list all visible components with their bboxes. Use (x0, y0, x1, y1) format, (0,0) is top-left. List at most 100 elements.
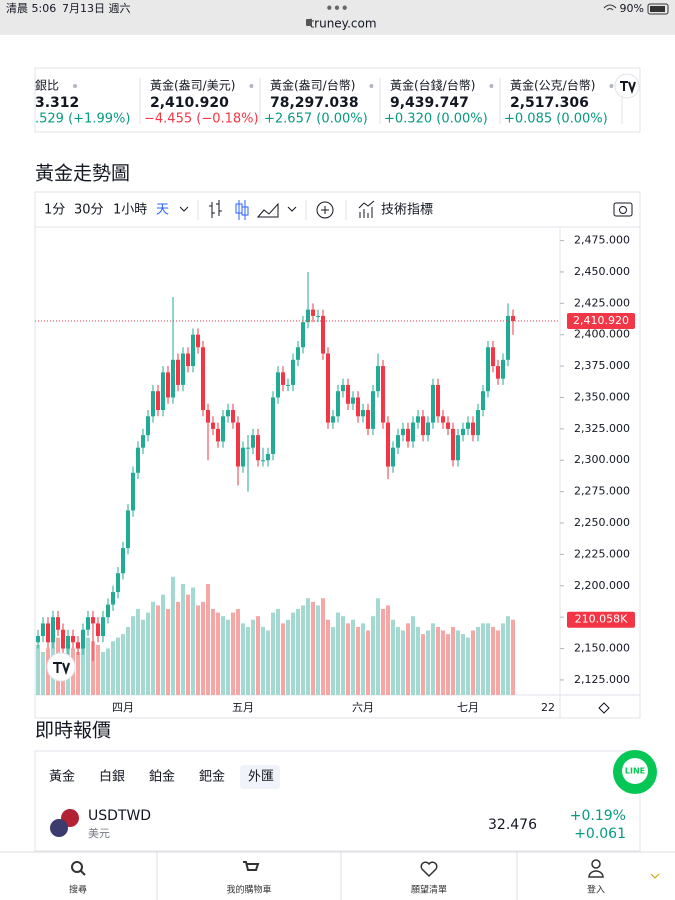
volume-bar (391, 619, 395, 695)
interval-button[interactable]: 天 (156, 203, 169, 218)
volume-bar (236, 609, 240, 695)
status-date: 7月13日 週六 (62, 2, 131, 15)
scroll-chevron[interactable] (650, 873, 660, 879)
candle-body (311, 309, 315, 316)
area-icon[interactable] (256, 202, 279, 218)
battery-icon (647, 3, 669, 15)
y-tick-label: 2,350.000 (574, 390, 630, 403)
y-tick-label: 2,450.000 (574, 265, 630, 278)
candle-body (251, 435, 255, 448)
nav-label[interactable]: 我的購物車 (226, 884, 271, 896)
indicators-button[interactable]: 技術指標 (381, 203, 433, 218)
quote-symbol[interactable]: USDTWD (88, 808, 151, 824)
candles-icon[interactable] (238, 200, 246, 220)
volume-bar (141, 619, 145, 695)
camera-lens (619, 206, 627, 214)
volume-bar (231, 612, 235, 695)
candle-body (126, 510, 130, 549)
nav-label[interactable]: 登入 (587, 885, 605, 896)
tab[interactable]: 黃金 (49, 769, 75, 785)
tab[interactable]: 白銀 (99, 769, 125, 785)
volume-bar (96, 644, 100, 695)
interval-button[interactable]: 1分 (44, 203, 65, 218)
volume-bar (191, 587, 195, 695)
volume-bar (176, 601, 180, 695)
camera-icon[interactable] (613, 202, 633, 217)
candle-body (91, 617, 95, 624)
volume-bar (486, 623, 490, 695)
volume-bar (86, 637, 90, 695)
candle-body (391, 447, 395, 467)
volume-bar (131, 616, 135, 695)
volume-bar (406, 623, 410, 695)
ticker-name[interactable]: 黃金(公克/台幣) (510, 78, 595, 93)
ticker-dot (249, 84, 254, 88)
style-chevron[interactable] (287, 206, 297, 212)
volume-bar (336, 612, 340, 695)
ticker-name[interactable]: 黃金(台錢/台幣) (390, 78, 475, 93)
candle-body (271, 397, 275, 454)
interval-button[interactable]: 1小時 (113, 203, 147, 218)
volume-bar (126, 626, 130, 695)
tab[interactable]: 外匯 (248, 770, 274, 785)
candle-body (131, 472, 135, 511)
volume-bar (181, 583, 185, 695)
interval-chevron[interactable] (179, 206, 189, 212)
volume-bar (496, 630, 500, 695)
add-icon[interactable] (316, 201, 334, 219)
indicator-icon[interactable] (358, 200, 375, 218)
volume-bar (286, 619, 290, 695)
volume-bar (331, 626, 335, 695)
nav-label[interactable]: 搜尋 (69, 884, 87, 896)
ticker-dot (73, 84, 78, 88)
candle-body (101, 617, 105, 636)
ticker-name[interactable]: 銀比 (35, 79, 59, 93)
settings-icon[interactable] (598, 702, 610, 714)
ticker-name[interactable]: 黃金(盎司/台幣) (270, 78, 355, 93)
volume-bar (221, 616, 225, 695)
volume-bar (451, 626, 455, 695)
candle-body (216, 428, 220, 442)
volume-bar (216, 612, 220, 695)
candle-body (366, 410, 370, 429)
ticker-price: 78,297.038 (270, 95, 359, 111)
nav-label[interactable]: 願望清單 (411, 884, 447, 896)
volume-bar (296, 609, 300, 695)
candle-body (166, 372, 170, 398)
volume-bar (146, 612, 150, 695)
tab[interactable]: 鈀金 (199, 769, 225, 785)
volume-bar (436, 626, 440, 695)
candle-body (161, 372, 165, 411)
candle-body (256, 435, 260, 461)
candle-body (246, 447, 250, 449)
candle-body (381, 366, 385, 423)
ticker-change: +0.320 (0.00%) (384, 112, 488, 127)
volume-bar (506, 616, 510, 695)
candle-body (431, 384, 435, 423)
candle-body (186, 353, 190, 367)
x-tick-label: 七月 (457, 701, 479, 714)
candle-body (346, 384, 350, 404)
y-tick-label: 2,375.000 (574, 359, 630, 372)
volume-bar (151, 601, 155, 695)
x-tick-label: 22 (541, 701, 555, 714)
candle-body (181, 353, 185, 385)
ticker-name[interactable]: 黃金(盎司/美元) (150, 78, 235, 93)
interval-button[interactable]: 30分 (74, 203, 104, 218)
bars-icon[interactable] (209, 200, 222, 218)
url[interactable]: truney.com (309, 17, 376, 31)
volume-bar (501, 623, 505, 695)
tv-logo[interactable] (614, 73, 640, 99)
line-label: LINE (625, 767, 645, 776)
candle-body (286, 384, 290, 386)
volume-bar (281, 623, 285, 695)
volume-bar (311, 601, 315, 695)
line-bubble (622, 758, 648, 784)
candle-body (446, 422, 450, 429)
volume-bar (441, 630, 445, 695)
tab[interactable]: 鉑金 (149, 769, 175, 785)
candle-body (296, 347, 300, 360)
volume-bar (36, 644, 40, 695)
candle-body (386, 422, 390, 467)
heart-icon (420, 861, 438, 878)
